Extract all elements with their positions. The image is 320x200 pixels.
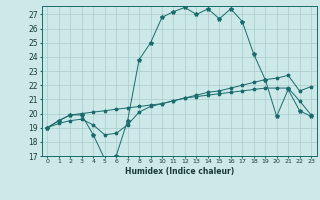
X-axis label: Humidex (Indice chaleur): Humidex (Indice chaleur): [124, 167, 234, 176]
